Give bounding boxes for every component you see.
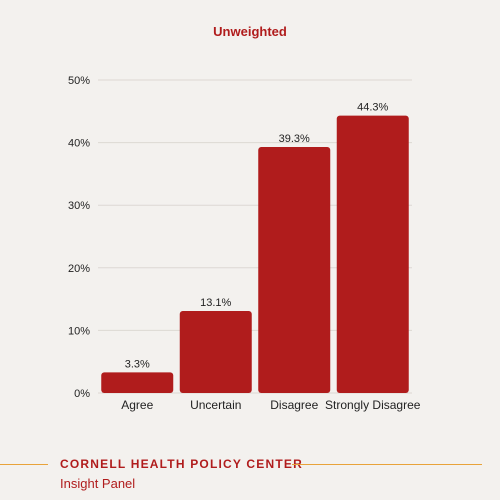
bar bbox=[179, 310, 252, 393]
bar bbox=[336, 115, 409, 393]
y-tick-label: 50% bbox=[68, 75, 90, 87]
bar-value-label: 13.1% bbox=[200, 297, 231, 309]
footer-organization: CORNELL HEALTH POLICY CENTER bbox=[60, 457, 303, 471]
y-tick-label: 40% bbox=[68, 138, 90, 150]
x-tick-label: Strongly Disagree bbox=[325, 398, 421, 412]
footer-divider-left bbox=[0, 464, 48, 465]
y-tick-label: 30% bbox=[68, 200, 90, 212]
y-tick-label: 0% bbox=[74, 388, 90, 400]
x-tick-label: Disagree bbox=[270, 398, 318, 412]
x-tick-label: Agree bbox=[121, 398, 153, 412]
bar-chart: Unweighted 0% 10% 20% 30% 40% 50% 3.3% 13.1% 39… bbox=[68, 24, 421, 412]
bar-value-label: 39.3% bbox=[279, 133, 310, 145]
chart-title: Unweighted bbox=[213, 24, 287, 39]
y-tick-label: 20% bbox=[68, 263, 90, 275]
bar bbox=[258, 146, 331, 393]
bar bbox=[101, 372, 174, 393]
footer-subtitle: Insight Panel bbox=[60, 476, 136, 491]
bar-value-label: 44.3% bbox=[357, 102, 388, 114]
bar-value-label: 3.3% bbox=[125, 358, 150, 370]
y-tick-label: 10% bbox=[68, 325, 90, 337]
x-tick-label: Uncertain bbox=[190, 398, 241, 412]
footer-divider-right bbox=[292, 464, 482, 465]
